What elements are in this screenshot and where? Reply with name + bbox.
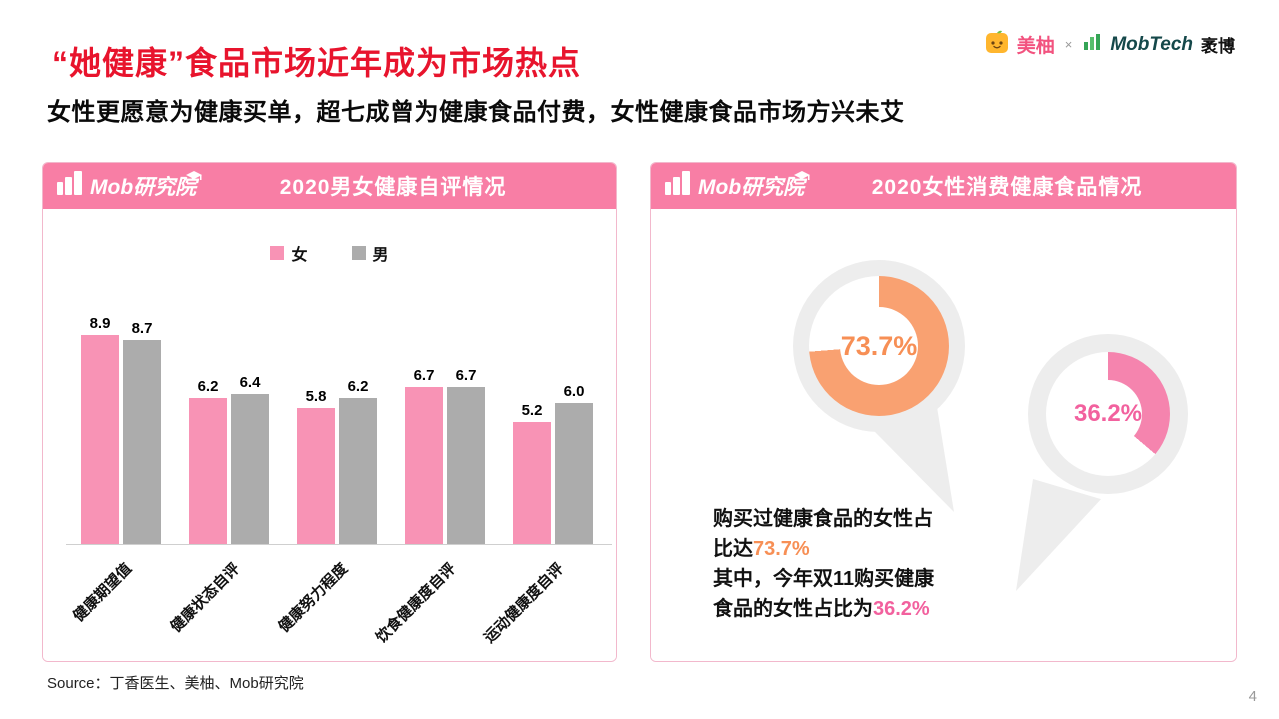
- mobtech-logo-suffix: 袤博: [1201, 37, 1235, 56]
- brand-separator: ×: [1064, 37, 1073, 52]
- bar-value-label: 8.7: [131, 320, 153, 337]
- bar-女: [513, 422, 551, 544]
- graduation-cap-icon: [186, 163, 203, 187]
- source-note: Source：丁香医生、美柚、Mob研究院: [47, 675, 304, 692]
- category-label: 饮食健康度自评: [372, 560, 460, 647]
- graduation-cap-icon: [794, 163, 811, 187]
- legend-swatch: [351, 246, 366, 260]
- bar-group: 5.2 6.0 运动健康度自评: [481, 383, 593, 646]
- caption-line1: 购买过健康食品的女性占: [713, 508, 933, 530]
- donut-chart-362: 36.2%: [1046, 352, 1170, 476]
- bar-男: [231, 394, 269, 544]
- bar-chart-panel: Mob研究院 2020男女健康自评情况 女男 8.9 8.7 健康期望值 6.2 6.4…: [42, 162, 617, 662]
- bar-value-label: 5.8: [305, 388, 327, 405]
- bar-value-label: 6.7: [455, 367, 477, 384]
- category-label: 健康状态自评: [167, 560, 244, 636]
- legend-item: 女: [270, 241, 308, 265]
- donut-chart-body: 73.7% 36.2% 购买过健康食品的女性占 比达73.7% 其中，今年双11…: [651, 209, 1236, 661]
- mob-institute-label: Mob研究院: [90, 176, 197, 199]
- donut-percentage-label: 36.2%: [1073, 400, 1143, 427]
- x-axis-line: [66, 544, 612, 545]
- bar-chart: 8.9 8.7 健康期望值 6.2 6.4 健康状态自评 5.8 6.2 健康努力程度 6.7 6.…: [70, 209, 593, 646]
- bar-column: 6.7: [405, 367, 443, 544]
- donut-caption: 购买过健康食品的女性占 比达73.7% 其中，今年双11购买健康 食品的女性占比…: [713, 504, 1023, 624]
- bar-column: 5.8: [297, 388, 335, 544]
- bar-column: 8.9: [81, 315, 119, 544]
- bar-value-label: 5.2: [521, 402, 543, 419]
- mob-institute-label: Mob研究院: [698, 176, 805, 199]
- brand-logos: 美柚 × MobTech 袤博: [985, 30, 1235, 59]
- category-label: 健康期望值: [70, 560, 136, 626]
- bar-column: 6.2: [189, 378, 227, 544]
- category-label: 运动健康度自评: [480, 560, 568, 647]
- page-number: 4: [1248, 688, 1257, 705]
- left-panel-header: Mob研究院 2020男女健康自评情况: [43, 163, 616, 209]
- donut-chart-737: 73.7%: [809, 276, 949, 416]
- bar-column: 6.7: [447, 367, 485, 544]
- bar-column: 8.7: [123, 320, 161, 544]
- bar-男: [447, 387, 485, 544]
- donut-hole: 73.7%: [840, 307, 918, 385]
- donut-hole: 36.2%: [1074, 380, 1142, 448]
- bar-value-label: 6.2: [197, 378, 219, 395]
- meiyou-logo-icon: [985, 30, 1009, 59]
- bar-女: [297, 408, 335, 544]
- page-subtitle: 女性更愿意为健康买单，超七成曾为健康食品付费，女性健康食品市场方兴未艾: [47, 99, 905, 126]
- donut-chart-panel: Mob研究院 2020女性消费健康食品情况 73.7% 36.2%: [650, 162, 1237, 662]
- bar-column: 6.0: [555, 383, 593, 544]
- right-panel-title: 2020女性消费健康食品情况: [871, 176, 1143, 199]
- donut-percentage-label: 73.7%: [840, 330, 918, 361]
- building-icon: [57, 171, 83, 201]
- map-pin-tail-2: [1016, 479, 1101, 591]
- bar-chart-body: 女男 8.9 8.7 健康期望值 6.2 6.4 健康状态自评 5.8 6.2 健康努力程度 6.…: [43, 209, 616, 661]
- mob-institute-logo: Mob研究院: [665, 171, 811, 201]
- bar-value-label: 6.2: [347, 378, 369, 395]
- bar-group: 8.9 8.7 健康期望值: [70, 315, 161, 625]
- mobtech-logo-icon: [1082, 32, 1102, 57]
- bar-女: [189, 398, 227, 544]
- bar-男: [123, 340, 161, 544]
- legend-item: 男: [351, 241, 389, 265]
- bar-value-label: 6.0: [563, 383, 585, 400]
- mob-institute-logo: Mob研究院: [57, 171, 203, 201]
- bar-column: 5.2: [513, 402, 551, 544]
- caption-line3: 其中，今年双11购买健康: [713, 568, 935, 590]
- bar-value-label: 8.9: [89, 315, 111, 332]
- legend-label: 女: [291, 247, 308, 264]
- mobtech-logo-text: MobTech: [1110, 33, 1193, 55]
- bar-group: 6.2 6.4 健康状态自评: [167, 374, 269, 636]
- right-panel-header: Mob研究院 2020女性消费健康食品情况: [651, 163, 1236, 209]
- category-label: 健康努力程度: [275, 560, 352, 636]
- caption-pct-orange: 73.7%: [753, 538, 810, 560]
- legend-label: 男: [372, 247, 389, 264]
- left-panel-title: 2020男女健康自评情况: [279, 176, 507, 199]
- bar-column: 6.2: [339, 378, 377, 544]
- bar-group: 5.8 6.2 健康努力程度: [275, 378, 377, 636]
- bar-value-label: 6.4: [239, 374, 261, 391]
- caption-pct-pink: 36.2%: [873, 598, 930, 620]
- bar-男: [555, 403, 593, 544]
- bar-column: 6.4: [231, 374, 269, 544]
- bar-group: 6.7 6.7 饮食健康度自评: [373, 367, 485, 646]
- caption-line4-prefix: 食品的女性占比为: [713, 598, 873, 620]
- caption-line2-prefix: 比达: [713, 538, 753, 560]
- chart-legend: 女男: [43, 241, 616, 265]
- map-pin-tail-1: [869, 407, 954, 512]
- legend-swatch: [270, 246, 285, 260]
- bar-男: [339, 398, 377, 544]
- meiyou-logo-text: 美柚: [1016, 36, 1055, 57]
- bar-女: [81, 335, 119, 544]
- building-icon: [665, 171, 691, 201]
- bar-女: [405, 387, 443, 544]
- bar-value-label: 6.7: [413, 367, 435, 384]
- page-title: “她健康”食品市场近年成为市场热点: [52, 45, 582, 81]
